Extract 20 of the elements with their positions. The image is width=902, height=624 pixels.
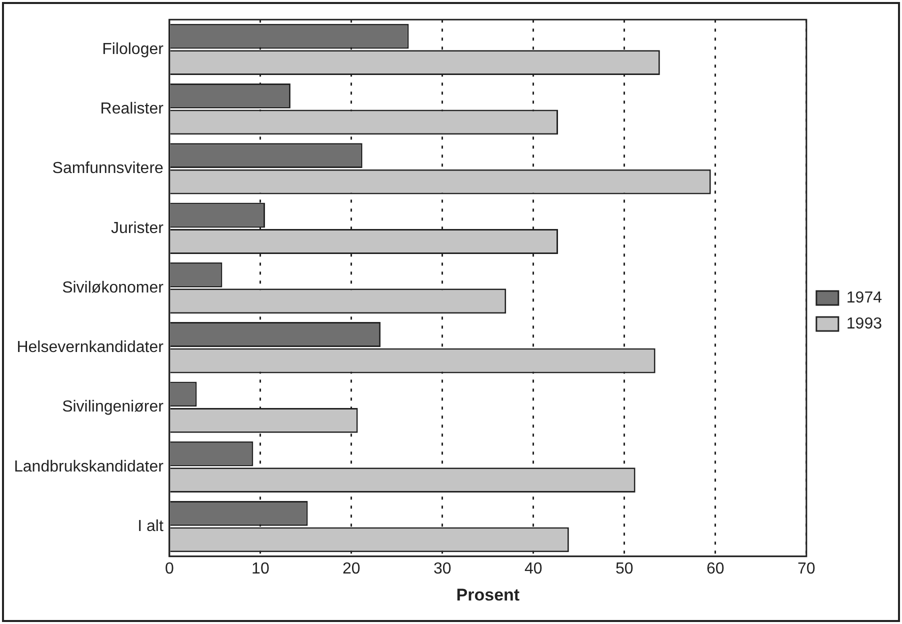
y-tick-label: Landbrukskandidater xyxy=(14,458,164,476)
y-tick-label: I alt xyxy=(138,518,164,535)
y-tick-label: Sivilingeniører xyxy=(62,398,164,416)
y-tick-label: Filologer xyxy=(102,40,164,58)
x-tick-label: 10 xyxy=(252,560,270,578)
y-tick-label: Siviløkonomer xyxy=(62,279,164,296)
x-tick-label: 0 xyxy=(164,560,174,578)
x-tick-label: 60 xyxy=(706,560,724,578)
legend-label: 1993 xyxy=(846,315,882,332)
x-tick-label: 20 xyxy=(342,560,360,578)
y-tick-label: Jurister xyxy=(110,220,164,237)
y-tick-label: Helsevernkandidater xyxy=(16,339,164,356)
y-tick-label: Realister xyxy=(100,100,164,118)
x-tick-label: 50 xyxy=(616,560,634,578)
x-tick-label: 30 xyxy=(434,560,452,578)
x-tick-label: 70 xyxy=(798,560,816,578)
legend-label: 1974 xyxy=(846,289,882,306)
x-axis-title: Prosent xyxy=(456,585,520,604)
y-tick-label: Samfunnsvitere xyxy=(52,160,164,178)
x-tick-label: 40 xyxy=(524,560,542,578)
